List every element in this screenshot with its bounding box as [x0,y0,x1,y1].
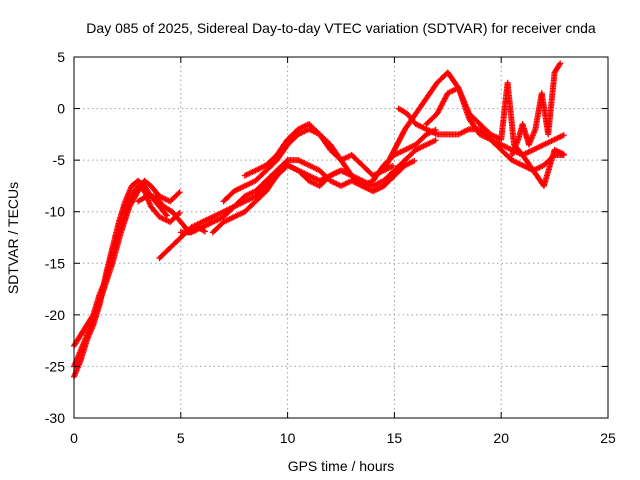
data-point [389,163,396,170]
data-point [411,157,418,164]
y-tick-label: -15 [45,255,65,271]
plot-frame [73,56,609,419]
y-tick-label: 0 [57,101,65,117]
series-track-12 [423,79,567,189]
x-tick-label: 15 [387,430,403,446]
x-tick-label: 25 [600,430,616,446]
data-point [557,60,564,67]
x-tick-label: 0 [70,430,78,446]
chart-title: Day 085 of 2025, Sidereal Day-to-day VTE… [86,20,596,36]
data-point [556,61,563,68]
series-track-7 [209,157,418,236]
y-axis-label: SDTVAR / TECUs [5,182,21,294]
y-tick-label: 5 [57,49,65,65]
data-point [560,132,567,139]
data-point [432,137,439,144]
y-tick-label: -25 [45,358,65,374]
x-tick-label: 5 [177,430,185,446]
data-point [202,228,209,235]
y-tick-label: -10 [45,204,65,220]
series-track-11 [395,105,567,174]
x-tick-label: 20 [493,430,509,446]
data-point [176,189,183,196]
data-point [175,190,182,197]
data-point [560,151,567,158]
y-tick-label: -5 [53,152,66,168]
axis-ticks: 0 5 10 15 20 25 -30 -25 -20 -15 -10 -5 0 5 [45,49,616,446]
series-track-3 [71,177,183,370]
x-axis-label: GPS time / hours [288,458,395,474]
series-track-6 [177,157,397,236]
y-tick-label: -20 [45,307,65,323]
data-points [71,60,567,380]
series-track-1 [71,177,170,380]
data-point [176,209,183,216]
y-tick-label: -30 [45,410,65,426]
data-point [162,211,169,218]
data-point [283,158,290,165]
x-tick-label: 10 [280,430,296,446]
series-track-13 [508,60,564,158]
grid [74,57,608,418]
